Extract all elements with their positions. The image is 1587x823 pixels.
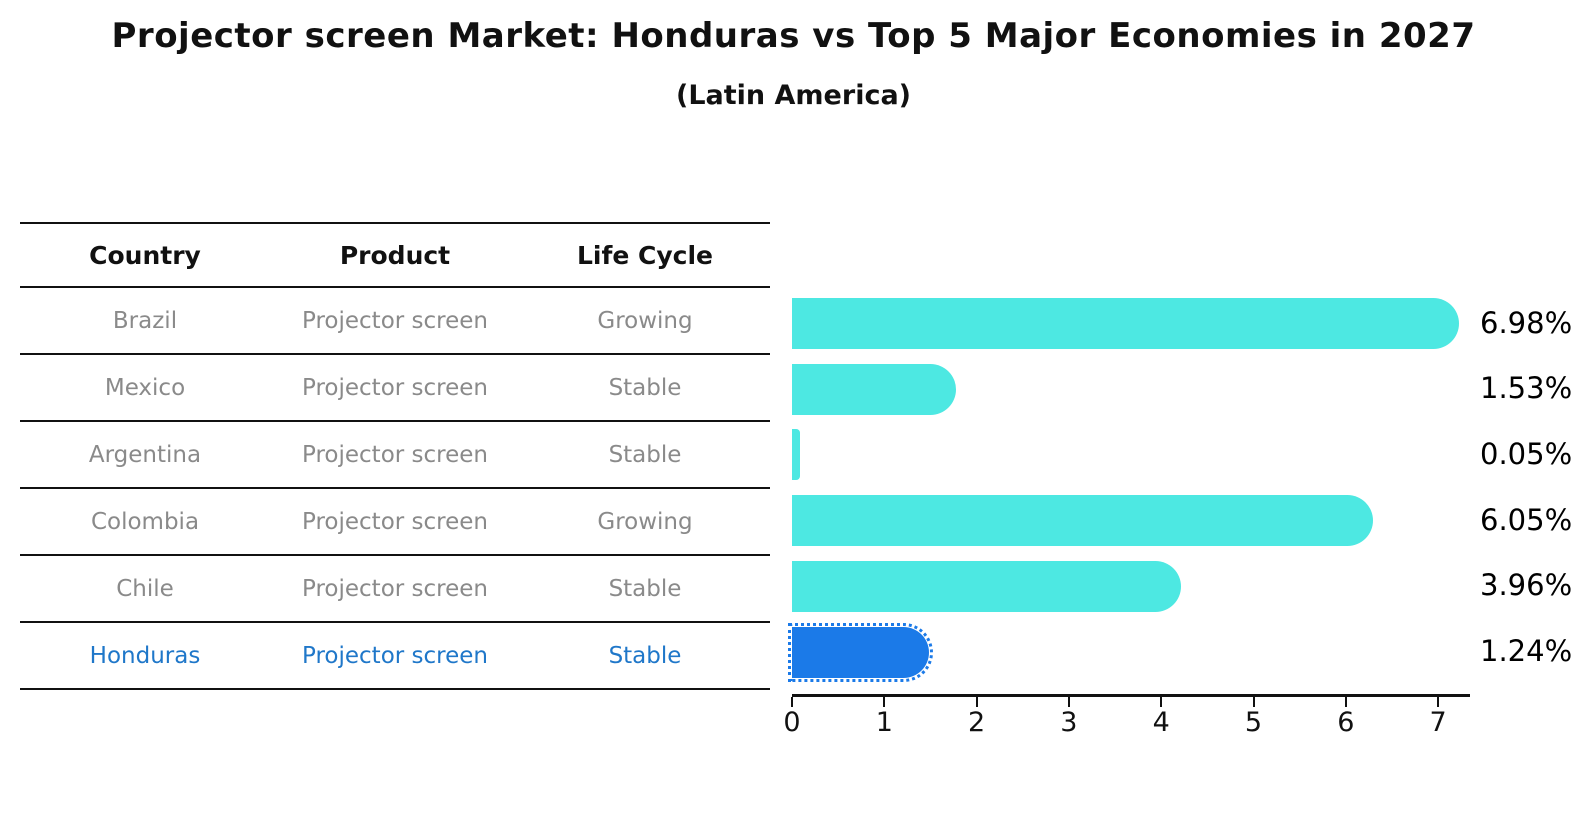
table-row-brazil: Brazil Projector screen Growing [20, 288, 770, 353]
life-cycle-cell: Stable [608, 575, 682, 602]
life-cycle-cell: Growing [597, 307, 693, 334]
product-cell: Projector screen [302, 642, 488, 669]
country-cell: Brazil [112, 307, 178, 334]
table-row-honduras: Honduras Projector screen Stable [20, 623, 770, 688]
table-divider [20, 688, 770, 690]
bar-chile [792, 560, 1181, 612]
product-cell: Projector screen [302, 307, 488, 334]
x-axis-tick-label: 7 [1429, 707, 1447, 738]
table-row-mexico: Mexico Projector screen Stable [20, 355, 770, 420]
table-divider [20, 286, 770, 288]
table-divider [20, 353, 770, 355]
table-row-colombia: Colombia Projector screen Growing [20, 489, 770, 554]
chart-title: Projector screen Market: Honduras vs Top… [111, 16, 1476, 56]
x-axis-line [792, 694, 1470, 697]
bar-argentina [792, 429, 800, 481]
bar-honduras [787, 622, 934, 682]
product-cell: Projector screen [302, 441, 488, 468]
country-cell: Argentina [88, 441, 202, 468]
x-axis-tick [1437, 697, 1440, 707]
value-label-mexico: 1.53% [1480, 371, 1573, 406]
product-cell: Projector screen [302, 575, 488, 602]
x-axis-tick [1160, 697, 1163, 707]
table-row-argentina: Argentina Projector screen Stable [20, 422, 770, 487]
x-axis-tick-label: 0 [783, 707, 801, 738]
table-divider [20, 554, 770, 556]
x-axis-tick-label: 4 [1152, 707, 1170, 738]
country-table: Country Product Life Cycle Brazil Projector … [20, 222, 770, 690]
country-cell: Mexico [104, 374, 186, 401]
x-axis-tick [975, 697, 978, 707]
country-cell: Colombia [90, 508, 200, 535]
x-axis-tick [791, 697, 793, 707]
x-axis-tick [883, 697, 886, 707]
value-label-honduras: 1.24% [1480, 634, 1573, 668]
life-cycle-cell: Stable [608, 441, 682, 468]
x-axis-tick-label: 3 [1060, 707, 1078, 738]
x-axis-tick-label: 6 [1337, 707, 1355, 738]
value-label-argentina: 0.05% [1480, 436, 1573, 471]
x-axis-tick [1344, 697, 1347, 707]
chart-subtitle: (Latin America) [675, 80, 912, 111]
value-label-chile: 3.96% [1480, 568, 1573, 603]
table-divider [20, 420, 770, 422]
bar-brazil [792, 298, 1460, 349]
product-cell: Projector screen [302, 374, 488, 401]
table-row-chile: Chile Projector screen Stable [20, 556, 770, 621]
value-label-brazil: 6.98% [1480, 305, 1573, 340]
x-axis-tick [1252, 697, 1255, 707]
table-divider [20, 222, 770, 224]
country-cell: Chile [116, 575, 174, 602]
column-header: Country [89, 240, 201, 270]
life-cycle-cell: Growing [597, 508, 693, 535]
x-axis-tick [1067, 697, 1070, 707]
life-cycle-cell: Stable [608, 374, 682, 401]
column-header: Product [339, 240, 451, 270]
product-cell: Projector screen [302, 508, 488, 535]
life-cycle-cell: Stable [608, 642, 682, 669]
table-divider [20, 487, 770, 489]
table-header-row: Country Product Life Cycle [20, 224, 770, 286]
x-axis-tick-label: 5 [1244, 707, 1263, 738]
bar-mexico [792, 363, 957, 415]
country-cell: Honduras [89, 642, 201, 669]
value-label-colombia: 6.05% [1480, 502, 1573, 537]
table-divider [20, 621, 770, 623]
column-header: Life Cycle [576, 240, 714, 270]
bar-colombia [792, 495, 1374, 547]
x-axis-tick-label: 2 [968, 707, 986, 738]
x-axis-tick-label: 1 [875, 707, 893, 738]
